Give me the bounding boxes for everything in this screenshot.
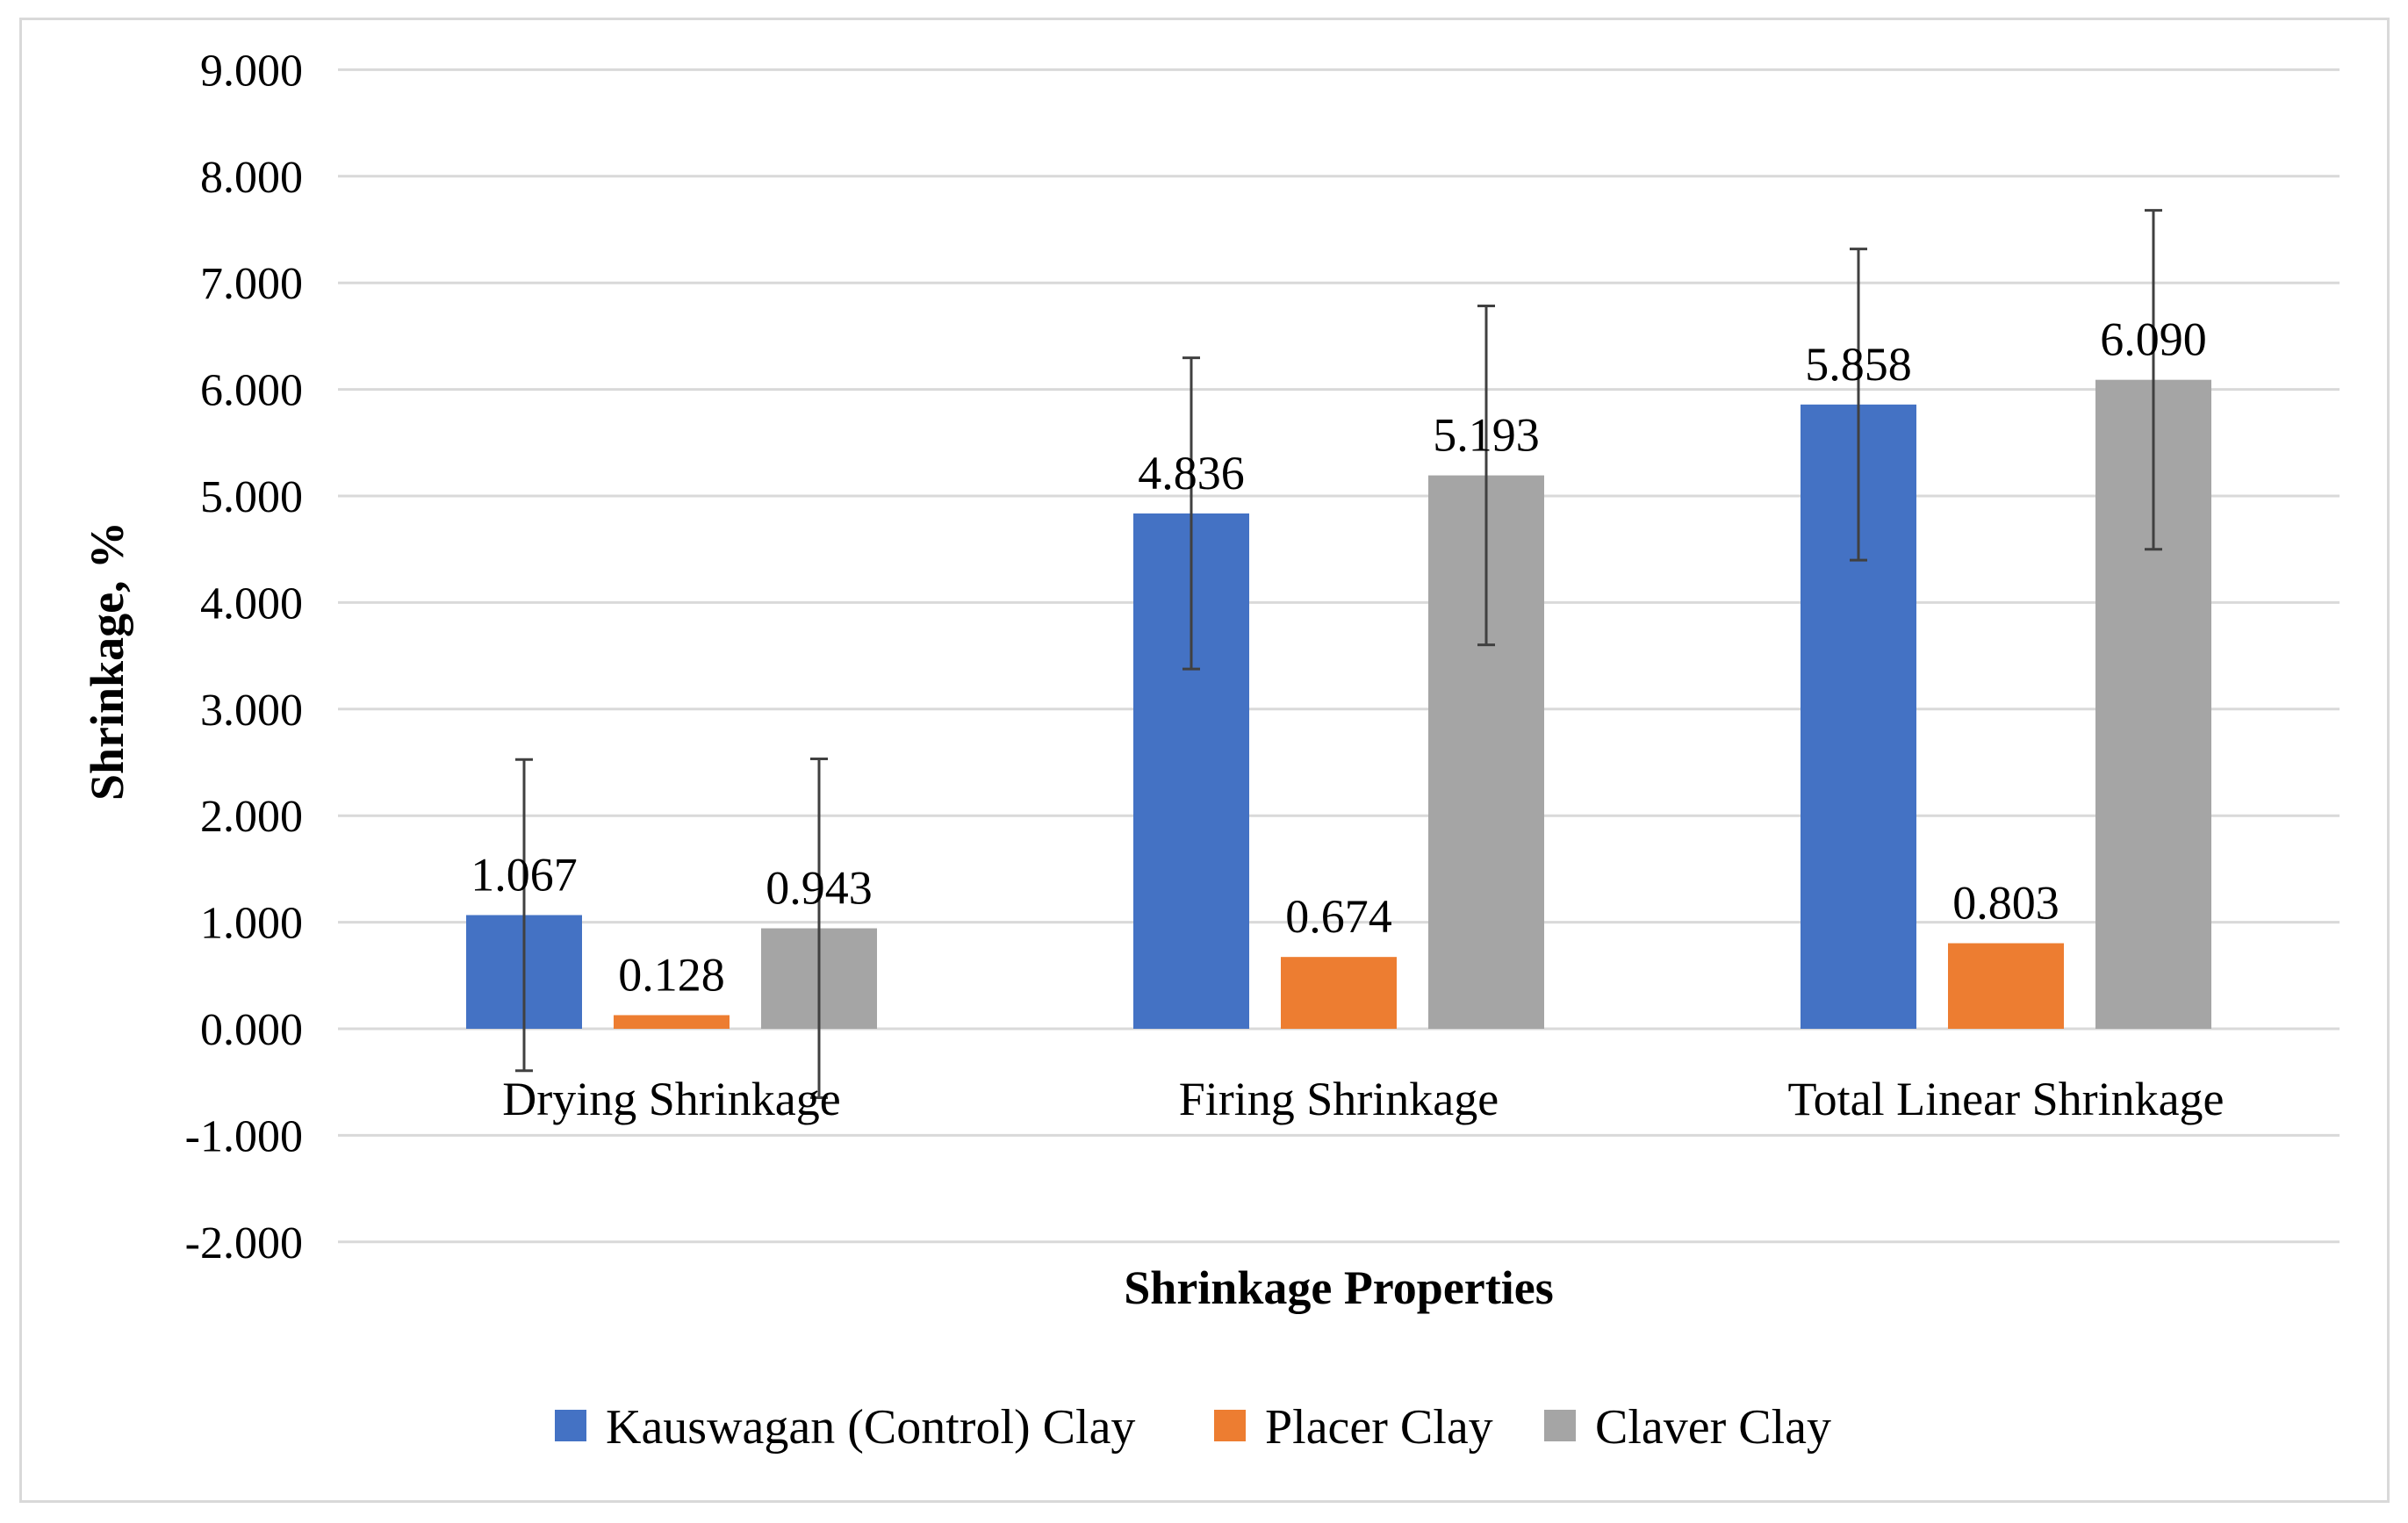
error-bars xyxy=(515,209,2162,1100)
legend-item: Claver Clay xyxy=(1544,1400,1831,1455)
x-axis-title: Shrinkage Properties xyxy=(1124,1261,1553,1314)
y-axis-tick-labels: -2.000 -1.000 0.000 1.000 2.000 3.000 4.000 5.0… xyxy=(185,46,303,1268)
gridlines xyxy=(338,68,2340,1244)
data-label: 0.943 xyxy=(766,862,873,915)
legend-item: Placer Clay xyxy=(1214,1400,1493,1455)
data-label: 6.090 xyxy=(2100,313,2207,366)
data-label: 5.858 xyxy=(1805,338,1912,391)
y-tick-label: 9.000 xyxy=(200,46,303,96)
legend-label: Placer Clay xyxy=(1265,1400,1493,1455)
x-tick-label: Drying Shrinkage xyxy=(502,1073,840,1125)
data-label: 0.803 xyxy=(1952,877,2059,930)
legend-label: Claver Clay xyxy=(1595,1400,1831,1455)
data-label: 5.193 xyxy=(1433,409,1540,462)
legend-label: Kauswagan (Control) Clay xyxy=(606,1400,1135,1455)
bar xyxy=(1948,943,2064,1029)
y-tick-label: 2.000 xyxy=(200,792,303,842)
x-tick-label: Total Linear Shrinkage xyxy=(1787,1073,2224,1125)
legend-swatch xyxy=(1214,1410,1246,1441)
bar xyxy=(1281,957,1397,1029)
data-label: 0.674 xyxy=(1285,890,1392,943)
y-tick-label: 8.000 xyxy=(200,153,303,203)
y-axis-title: Shrinkage, % xyxy=(81,521,133,801)
data-labels: 1.067 0.128 0.943 4.836 0.674 5.193 5.858 0.803… xyxy=(471,313,2207,1002)
y-tick-label: 7.000 xyxy=(200,259,303,309)
y-tick-label: 0.000 xyxy=(200,1005,303,1055)
data-label: 4.836 xyxy=(1138,447,1245,499)
data-label: 1.067 xyxy=(471,848,578,901)
bar xyxy=(614,1015,730,1029)
y-tick-label: 1.000 xyxy=(200,899,303,949)
legend-swatch xyxy=(555,1410,586,1441)
legend: Kauswagan (Control) Clay Placer Clay Clave… xyxy=(555,1400,1831,1455)
legend-swatch xyxy=(1544,1410,1576,1441)
y-tick-label: 4.000 xyxy=(200,578,303,629)
y-tick-label: 3.000 xyxy=(200,686,303,736)
y-tick-label: 5.000 xyxy=(200,472,303,522)
y-tick-label: 6.000 xyxy=(200,366,303,416)
x-axis-category-labels: Drying Shrinkage Firing Shrinkage Total Li… xyxy=(502,1073,2224,1125)
y-tick-label: -2.000 xyxy=(185,1218,303,1268)
legend-item: Kauswagan (Control) Clay xyxy=(555,1400,1135,1455)
x-tick-label: Firing Shrinkage xyxy=(1179,1073,1499,1125)
y-tick-label: -1.000 xyxy=(185,1111,303,1161)
data-label: 0.128 xyxy=(618,948,725,1001)
